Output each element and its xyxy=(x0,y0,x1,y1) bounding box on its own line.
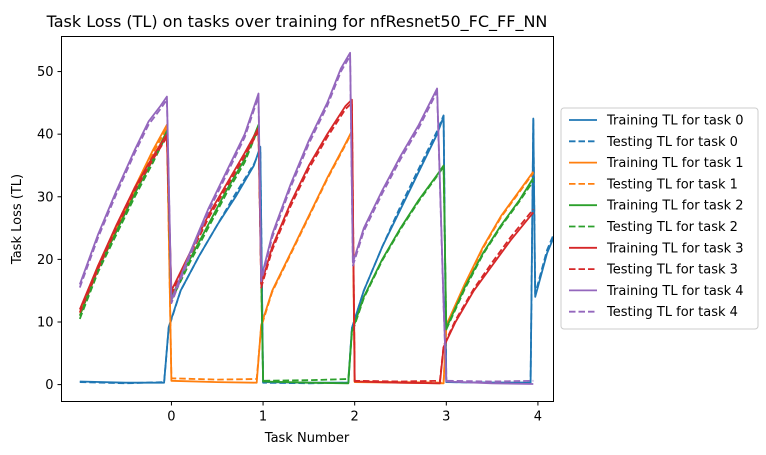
legend-label-3: Testing TL for task 1 xyxy=(606,177,738,192)
legend-box xyxy=(560,107,759,330)
x-tick-label-3: 3 xyxy=(442,410,450,425)
y-tick-label-5: 50 xyxy=(37,65,54,80)
y-tick-label-4: 40 xyxy=(37,128,54,143)
plot-area-frame xyxy=(61,36,554,402)
x-tick-label-2: 2 xyxy=(351,410,359,425)
y-axis-label: Task Loss (TL) xyxy=(10,174,25,265)
series-line-8 xyxy=(78,51,534,385)
y-tick-label-3: 30 xyxy=(37,190,54,205)
x-tick-label-4: 4 xyxy=(534,410,542,425)
y-tick-label-0: 0 xyxy=(45,378,53,393)
legend-label-0: Training TL for task 0 xyxy=(606,114,744,129)
x-tick-label-1: 1 xyxy=(259,410,267,425)
series-line-7 xyxy=(78,102,534,383)
legend-label-5: Testing TL for task 2 xyxy=(606,220,738,235)
x-axis-label: Task Number xyxy=(264,431,350,446)
legend-label-2: Training TL for task 1 xyxy=(606,156,744,171)
y-tick-label-1: 10 xyxy=(37,315,54,330)
legend-label-7: Testing TL for task 3 xyxy=(606,263,738,278)
series-line-9 xyxy=(78,55,534,383)
legend: Training TL for task 0 Testing TL for tas… xyxy=(560,107,759,330)
series-line-6 xyxy=(78,98,534,385)
x-tick-label-0: 0 xyxy=(167,410,175,425)
legend-label-1: Testing TL for task 0 xyxy=(606,135,738,150)
y-tick-label-2: 20 xyxy=(37,253,54,268)
legend-label-9: Testing TL for task 4 xyxy=(606,305,738,320)
legend-label-6: Training TL for task 3 xyxy=(606,241,744,256)
legend-label-8: Training TL for task 4 xyxy=(606,284,744,299)
chart-title: Task Loss (TL) on tasks over training fo… xyxy=(46,12,548,32)
series-line-5 xyxy=(78,127,535,382)
legend-label-4: Training TL for task 2 xyxy=(606,199,744,214)
series-line-1 xyxy=(79,114,554,385)
